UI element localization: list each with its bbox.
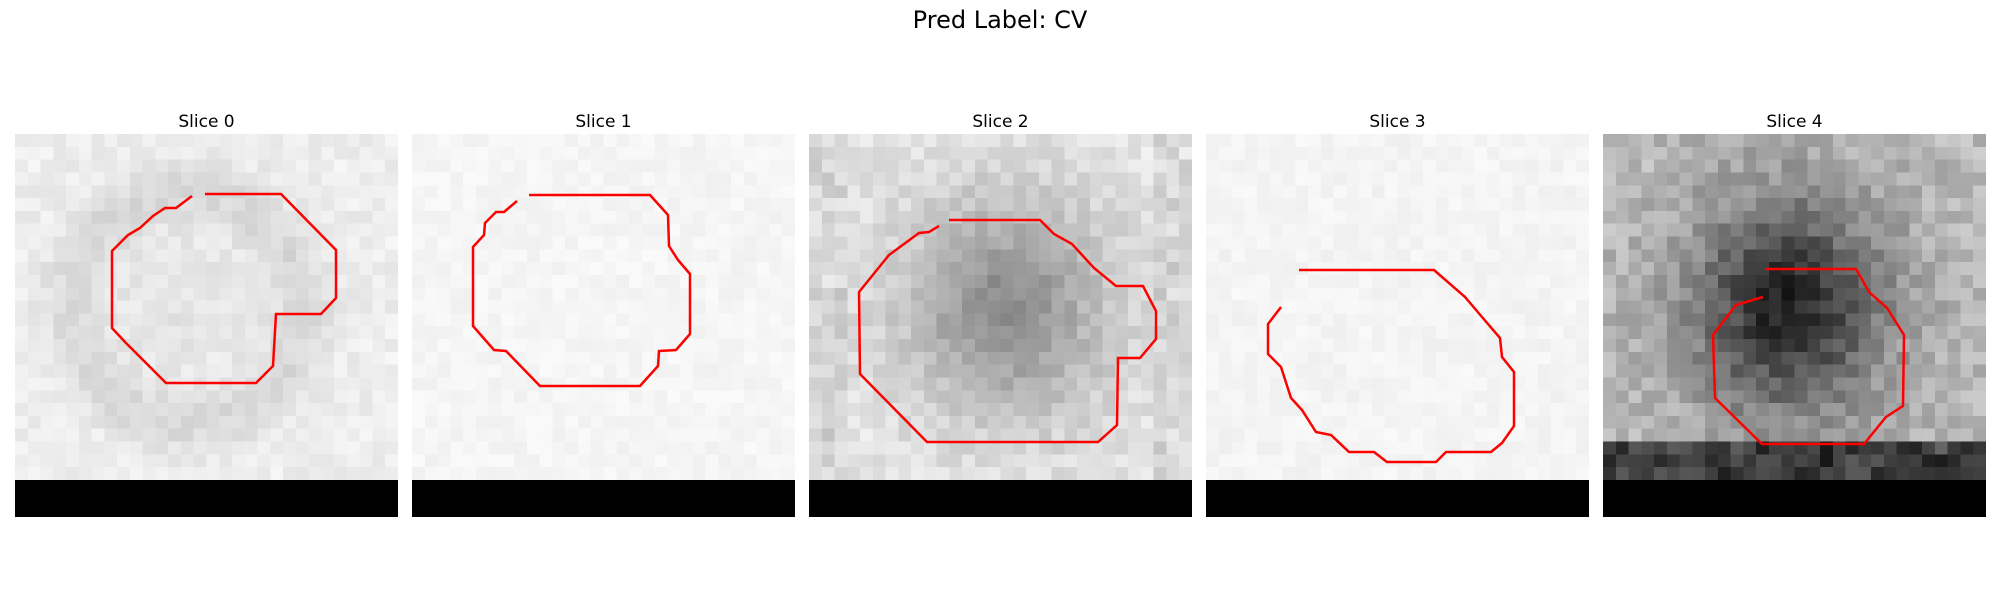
slice-title-0: Slice 0 [178, 112, 235, 132]
slice-outline-4 [1711, 267, 1906, 446]
slice-panel-1: Slice 1 [412, 112, 795, 522]
slice-image-0 [15, 134, 398, 517]
slice-image-3 [1206, 134, 1589, 517]
slice-panel-0: Slice 0 [15, 112, 398, 522]
slice-texture-2 [809, 134, 1192, 480]
slice-black-band-1 [412, 480, 795, 517]
slice-image-2 [809, 134, 1192, 517]
slice-black-band-2 [809, 480, 1192, 517]
slice-title-2: Slice 2 [972, 112, 1029, 132]
slice-outline-0 [110, 192, 338, 385]
slice-texture-4 [1603, 134, 1986, 480]
slice-texture-1 [412, 134, 795, 480]
slice-image-1 [412, 134, 795, 517]
slice-title-4: Slice 4 [1766, 112, 1823, 132]
slice-black-band-0 [15, 480, 398, 517]
figure-title: Pred Label: CV [912, 6, 1088, 34]
slice-texture-0 [15, 134, 398, 480]
slice-panel-4: Slice 4 [1603, 112, 1986, 522]
slice-texture-3 [1206, 134, 1589, 480]
slice-image-4 [1603, 134, 1986, 517]
slice-title-3: Slice 3 [1369, 112, 1426, 132]
slice-outline-1 [471, 193, 692, 388]
slice-outline-3 [1266, 268, 1516, 464]
slice-black-band-3 [1206, 480, 1589, 517]
slice-panel-3: Slice 3 [1206, 112, 1589, 522]
slice-outline-2 [857, 218, 1158, 444]
slice-black-band-4 [1603, 480, 1986, 517]
slice-title-1: Slice 1 [575, 112, 632, 132]
slice-panel-2: Slice 2 [809, 112, 1192, 522]
